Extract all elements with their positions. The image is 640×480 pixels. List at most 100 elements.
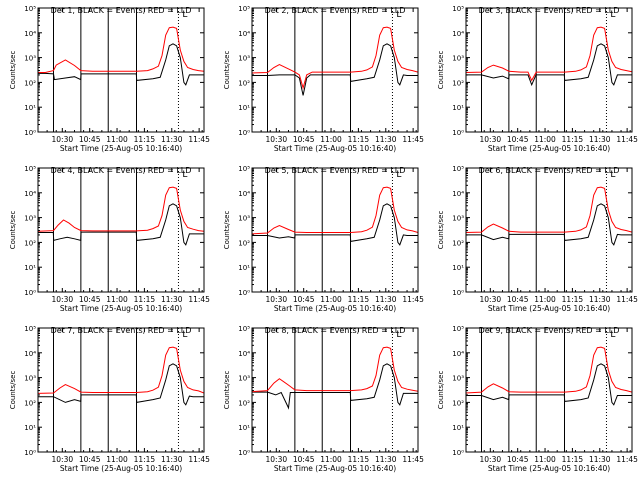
plot-frame (37, 327, 205, 453)
y-tick-label: 10⁵ (24, 165, 36, 173)
x-tick-label: 11:30 (589, 295, 611, 304)
x-tick-label: 11:00 (320, 295, 342, 304)
x-tick-label: 11:15 (348, 135, 370, 144)
y-tick-label: 10⁵ (452, 325, 464, 333)
x-tick-label: 10:30 (52, 135, 74, 144)
panel-1: L 10⁰ 10¹ 10² 10³ 10⁴ 10⁵ 10:30 10:45 11:00 11:15 1… (9, 5, 210, 153)
y-tick-label: 10² (452, 79, 464, 87)
plot-frame (465, 167, 633, 293)
bracket-marker-label: L (182, 170, 187, 180)
x-axis-label: Start Time (25-Aug-05 10:16:40) (488, 464, 610, 473)
y-tick-label: 10³ (24, 55, 36, 63)
x-tick-label: 10:45 (293, 135, 315, 144)
y-tick-label: 10⁰ (238, 289, 250, 297)
y-axis-label: Counts/sec (223, 371, 231, 410)
y-axis-label: Counts/sec (9, 211, 17, 250)
y-tick-label: 10³ (452, 215, 464, 223)
panel-9: L 10⁰ 10¹ 10² 10³ 10⁴ 10⁵ 10:30 10:45 11:00 11:15 1… (437, 325, 638, 473)
series-events-line (252, 363, 418, 410)
y-tick-label: 10¹ (24, 424, 36, 432)
panel-3: L 10⁰ 10¹ 10² 10³ 10⁴ 10⁵ 10:30 10:45 11:00 11:15 1… (437, 5, 638, 153)
x-axis-label: Start Time (25-Aug-05 10:16:40) (488, 304, 610, 313)
y-tick-label: 10⁵ (24, 5, 36, 13)
y-tick-label: 10⁵ (238, 5, 250, 13)
y-tick-label: 10⁰ (24, 289, 36, 297)
x-tick-label: 11:15 (562, 455, 584, 464)
x-tick-label: 11:00 (106, 455, 128, 464)
x-axis-label: Start Time (25-Aug-05 10:16:40) (274, 464, 396, 473)
x-tick-label: 11:30 (375, 455, 397, 464)
x-tick-label: 11:45 (188, 455, 210, 464)
series-lld-line (466, 26, 632, 82)
y-axis-label: Counts/sec (437, 211, 445, 250)
plot-frame (37, 167, 205, 293)
y-tick-label: 10³ (238, 215, 250, 223)
y-tick-label: 10⁵ (24, 325, 36, 333)
x-tick-label: 10:30 (52, 295, 74, 304)
series-lld-line (252, 346, 418, 393)
x-tick-label: 11:45 (402, 295, 424, 304)
y-tick-label: 10³ (24, 375, 36, 383)
panel-4: L 10⁰ 10¹ 10² 10³ 10⁴ 10⁵ 10:30 10:45 11:00 11:15 1… (9, 165, 210, 313)
x-tick-label: 11:00 (106, 135, 128, 144)
x-tick-label: 11:30 (161, 135, 183, 144)
panel-title: Det 1, BLACK = Events, RED = LLD (51, 6, 192, 15)
x-tick-label: 11:00 (534, 295, 556, 304)
series-events-line (38, 43, 204, 86)
x-tick-label: 10:30 (480, 135, 502, 144)
x-axis-label: Start Time (25-Aug-05 10:16:40) (274, 144, 396, 153)
y-tick-label: 10⁵ (452, 5, 464, 13)
x-tick-label: 10:45 (507, 455, 529, 464)
bracket-marker-label: L (182, 10, 187, 20)
x-tick-label: 10:30 (480, 295, 502, 304)
series-lld-line (466, 186, 632, 233)
y-tick-label: 10⁵ (238, 325, 250, 333)
plot-frame (251, 327, 419, 453)
y-tick-label: 10⁴ (452, 350, 464, 358)
panel-title: Det 2, BLACK = Events, RED = LLD (265, 6, 406, 15)
x-tick-label: 11:45 (616, 295, 638, 304)
x-tick-label: 10:30 (480, 455, 502, 464)
y-tick-label: 10⁰ (24, 129, 36, 137)
y-tick-label: 10³ (452, 55, 464, 63)
x-tick-label: 11:45 (616, 455, 638, 464)
plot-frame (465, 7, 633, 133)
x-tick-label: 11:00 (106, 295, 128, 304)
x-tick-label: 11:45 (188, 295, 210, 304)
panel-6: L 10⁰ 10¹ 10² 10³ 10⁴ 10⁵ 10:30 10:45 11:00 11:15 1… (437, 165, 638, 313)
series-lld-line (466, 346, 632, 394)
x-tick-label: 11:15 (562, 295, 584, 304)
x-tick-label: 10:45 (293, 295, 315, 304)
y-tick-label: 10⁴ (452, 190, 464, 198)
x-tick-label: 10:45 (79, 455, 101, 464)
series-events-line (466, 363, 632, 406)
y-tick-label: 10² (24, 79, 36, 87)
y-axis-label: Counts/sec (437, 51, 445, 90)
y-axis-label: Counts/sec (9, 51, 17, 90)
y-tick-label: 10⁴ (24, 350, 36, 358)
panel-title: Det 8, BLACK = Events, RED = LLD (265, 326, 406, 335)
x-axis-label: Start Time (25-Aug-05 10:16:40) (488, 144, 610, 153)
x-tick-label: 11:45 (402, 135, 424, 144)
y-tick-label: 10³ (238, 55, 250, 63)
x-tick-label: 11:00 (534, 135, 556, 144)
y-tick-label: 10⁵ (452, 165, 464, 173)
series-events-line (252, 43, 418, 96)
x-tick-label: 11:30 (589, 455, 611, 464)
y-tick-label: 10⁴ (24, 30, 36, 38)
y-tick-label: 10¹ (238, 104, 250, 112)
x-tick-label: 11:00 (320, 455, 342, 464)
x-tick-label: 10:45 (293, 455, 315, 464)
panel-title: Det 5, BLACK = Events, RED = LLD (265, 166, 406, 175)
plot-frame (465, 327, 633, 453)
y-tick-label: 10⁰ (238, 129, 250, 137)
bracket-marker-label: L (182, 330, 187, 340)
y-tick-label: 10² (238, 79, 250, 87)
series-events-line (38, 203, 204, 246)
panel-title: Det 9, BLACK = Events, RED = LLD (479, 326, 620, 335)
x-tick-label: 10:30 (266, 455, 288, 464)
series-events-line (252, 203, 418, 246)
x-tick-label: 11:15 (348, 455, 370, 464)
bracket-marker-label: L (396, 10, 401, 20)
